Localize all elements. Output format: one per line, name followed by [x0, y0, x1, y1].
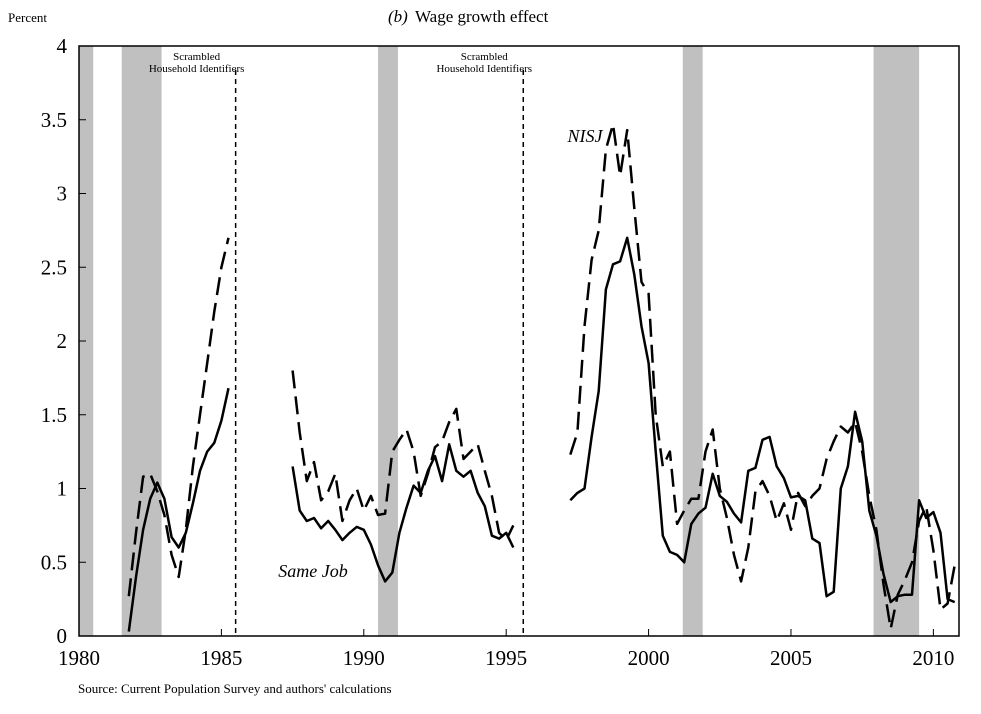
recession-shade — [378, 46, 398, 636]
annotation: Scrambled — [461, 51, 509, 63]
series-line — [127, 237, 230, 597]
series-line — [127, 387, 230, 632]
annotation: Household Identifiers — [436, 63, 532, 75]
y-tick-label: 0 — [57, 624, 68, 648]
annotation: Household Identifiers — [149, 63, 245, 75]
x-tick-label: 1980 — [58, 646, 100, 670]
y-tick-label: 1.5 — [41, 403, 67, 427]
series-label: NISJ — [567, 126, 604, 146]
annotation: Scrambled — [173, 51, 221, 63]
x-tick-label: 1985 — [200, 646, 242, 670]
panel-label: (b) — [388, 7, 408, 26]
y-tick-label: 1 — [57, 477, 68, 501]
y-tick-label: 2 — [57, 329, 68, 353]
y-tick-label: 0.5 — [41, 550, 67, 574]
series-line — [569, 122, 956, 630]
series-line — [291, 370, 515, 542]
x-tick-label: 2005 — [770, 646, 812, 670]
series-line — [569, 236, 956, 604]
x-tick-label: 1990 — [343, 646, 385, 670]
y-tick-label: 4 — [57, 34, 68, 58]
recession-shade — [682, 46, 703, 636]
y-tick-label: 2.5 — [41, 255, 67, 279]
chart-title: Wage growth effect — [415, 7, 549, 26]
x-tick-label: 2010 — [912, 646, 954, 670]
y-tick-label: 3.5 — [41, 108, 67, 132]
source-note: Source: Current Population Survey and au… — [78, 681, 392, 696]
x-tick-label: 1995 — [485, 646, 527, 670]
x-tick-label: 2000 — [628, 646, 670, 670]
series-line — [291, 443, 515, 583]
y-tick-label: 3 — [57, 182, 68, 206]
series-label: Same Job — [278, 561, 347, 581]
recession-shade — [873, 46, 920, 636]
y-axis-label: Percent — [8, 10, 47, 25]
